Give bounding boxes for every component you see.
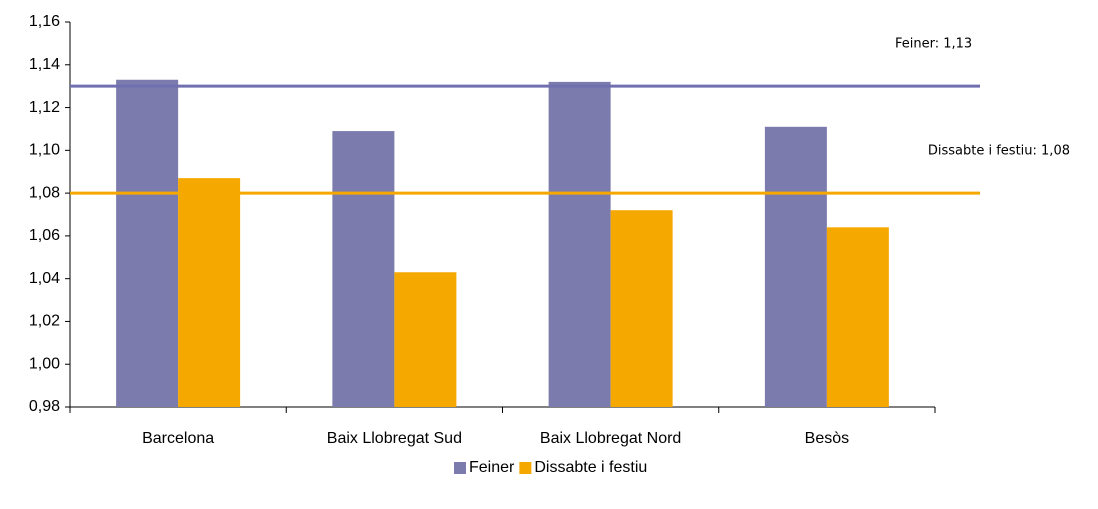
legend-label: Feiner [469,459,515,476]
x-tick-label: Baix Llobregat Nord [540,430,681,447]
bar [178,178,241,407]
y-tick-label: 1,02 [29,313,60,330]
reference-label: Dissabte i festiu: 1,08 [928,144,1070,159]
x-tick-label: Barcelona [142,430,214,447]
y-tick-label: 1,14 [29,56,60,73]
x-tick-label: Baix Llobregat Sud [327,430,462,447]
bar [394,272,457,407]
y-tick-label: 1,00 [29,355,60,372]
y-tick-label: 1,04 [29,270,60,287]
legend-swatch [519,462,532,474]
bar [764,126,827,408]
bar [548,81,611,407]
bar [826,227,889,407]
bar [610,210,673,407]
y-tick-label: 1,16 [29,13,60,30]
bar [332,131,395,408]
bar [116,79,179,407]
y-tick-label: 1,10 [29,142,60,159]
y-tick-label: 0,98 [29,398,60,415]
y-tick-label: 1,12 [29,99,60,116]
x-tick-label: Besòs [805,430,849,447]
y-tick-label: 1,08 [29,184,60,201]
legend-swatch [454,462,466,474]
y-tick-label: 1,06 [29,227,60,244]
legend-label: Dissabte i festiu [534,459,647,476]
reference-label: Feiner: 1,13 [895,37,972,52]
